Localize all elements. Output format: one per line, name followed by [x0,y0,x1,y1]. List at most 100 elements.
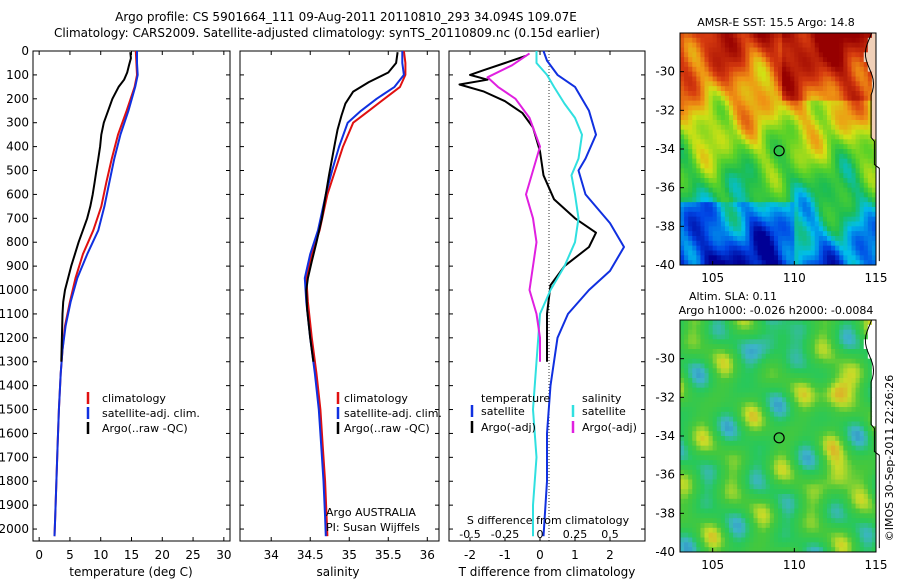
map-cell [876,130,881,135]
map-cell [827,426,832,432]
difference-legend: temperature satellite Argo(-adj) salinit… [470,392,637,434]
map-cell [782,42,787,49]
map-cell [688,494,693,500]
map-cell [871,494,876,500]
map-cell [831,144,836,150]
map-cell [720,76,726,82]
map-cell [757,47,763,53]
map-cell [773,57,779,63]
map-cell [733,547,738,552]
map-cell [700,484,706,490]
map-cell [720,33,726,39]
map-cell [855,416,861,423]
map-cell [765,250,771,256]
map-cell [790,236,795,242]
map-cell [712,353,718,360]
map-cell [798,421,804,427]
map-cell [712,187,718,194]
map-cell [753,37,759,44]
map-cell [712,421,718,427]
map-cell [843,211,849,218]
map-cell [827,436,832,442]
map-cell [871,245,876,252]
map-cell [741,547,746,552]
map-cell [704,216,710,223]
map-cell [786,182,791,189]
map-cell [867,479,873,485]
map-cell [851,320,857,326]
map-cell [863,91,869,97]
map-cell [700,440,706,447]
map-cell [843,134,849,140]
map-cell [688,129,693,136]
map-cell [810,207,816,213]
map-cell [876,412,881,417]
map-cell [815,265,820,270]
map-cell [712,349,718,355]
depth-tick-label: 1200 [0,331,29,345]
map-cell [855,513,861,519]
map-cell [827,537,832,543]
map-cell [778,421,783,427]
map-cell [712,407,718,413]
map-cell [688,178,693,184]
map-cell [749,397,755,403]
map-cell [867,503,873,510]
map-cell [684,368,689,374]
map-cell [680,421,685,427]
map-cell [741,329,746,336]
map-cell [749,416,755,423]
map-cell [855,158,861,165]
map-cell [680,153,685,160]
map-cell [724,71,730,78]
map-cell [761,484,767,490]
map-cell [822,537,828,543]
map-cell [867,144,873,150]
map-cell [769,469,775,476]
map-cell [818,110,824,116]
map-cell [700,368,706,374]
map-cell [761,329,767,336]
map-cell [802,460,808,466]
map-cell [753,382,759,389]
map-cell [704,86,710,92]
map-cell [851,334,857,340]
map-cell [745,173,751,179]
map-cell [741,163,746,169]
map-cell [729,513,734,519]
map-cell [704,66,710,73]
map-cell [802,120,808,126]
map-cell [761,339,767,345]
map-cell [839,231,844,237]
map-cell [835,421,840,427]
map-cell [761,426,767,432]
map-cell [778,240,783,247]
x-tick-label: 36 [420,548,435,562]
map-cell [716,334,722,340]
legend-argo-label: Argo(..raw -QC) [102,422,188,435]
map-cell [798,392,804,398]
map-cell [733,523,738,529]
map-cell [831,349,836,355]
map-cell [786,66,791,73]
map-cell [773,537,779,543]
map-cell [851,197,857,203]
map-cell [724,149,730,155]
map-cell [712,542,718,548]
map-cell [822,431,828,437]
map-cell [716,86,722,92]
map-cell [839,460,844,466]
map-cell [688,173,693,179]
map-cell [831,250,836,256]
map-cell [831,182,836,189]
map-cell [847,197,853,203]
map-cell [855,407,861,413]
map-cell [700,250,706,256]
map-cell [692,334,697,340]
map-cell [839,226,844,232]
map-cell [810,57,816,63]
map-cell [851,498,857,505]
map-cell [741,52,746,58]
map-cell [765,66,771,73]
map-cell [802,207,808,213]
